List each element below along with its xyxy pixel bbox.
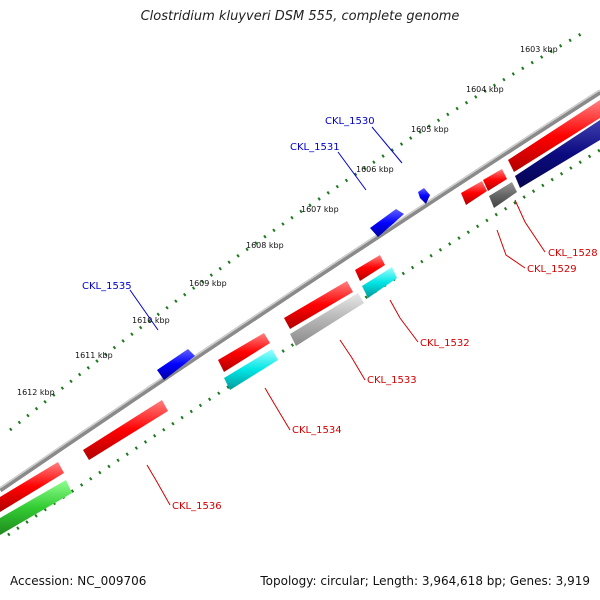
accession-text: Accession: NC_009706 xyxy=(10,574,147,588)
tick-label: 1612 kbp xyxy=(17,388,55,397)
gene-ckl-1531[interactable] xyxy=(370,209,404,237)
gene-label-ckl-1528: CKL_1528 xyxy=(548,248,598,259)
gene-ckl-1530[interactable] xyxy=(418,188,430,204)
gene-label-ckl-1535: CKL_1535 xyxy=(82,281,132,292)
feature-green[interactable] xyxy=(0,480,72,535)
gene-label-ckl-1529: CKL_1529 xyxy=(527,264,577,275)
gene-ckl-1534[interactable] xyxy=(218,333,270,372)
tick-label: 1608 kbp xyxy=(246,241,284,250)
feature-darkgray-1529[interactable] xyxy=(489,182,517,208)
tick-label: 1603 kbp xyxy=(520,45,558,54)
tick-label: 1607 kbp xyxy=(301,205,339,214)
gene-label-ckl-1532: CKL_1532 xyxy=(420,338,470,349)
tick-label: 1606 kbp xyxy=(356,165,394,174)
gene-red-left[interactable] xyxy=(0,462,64,512)
gene-ckl-1532-red[interactable] xyxy=(355,255,385,281)
tick-label: 1605 kbp xyxy=(411,125,449,134)
gene-label-ckl-1530: CKL_1530 xyxy=(325,116,375,127)
gene-label-ckl-1536: CKL_1536 xyxy=(172,501,222,512)
tick-label: 1604 kbp xyxy=(466,85,504,94)
feature-navy-1528[interactable] xyxy=(515,120,600,188)
gene-ckl-1528-red[interactable] xyxy=(508,100,600,172)
gene-label-ckl-1531: CKL_1531 xyxy=(290,142,340,153)
reverse-features-lane2 xyxy=(0,120,600,535)
forward-features xyxy=(157,188,430,380)
reverse-features-lane1 xyxy=(0,100,600,512)
feature-gray-1533[interactable] xyxy=(290,293,364,346)
feature-cyan-1534[interactable] xyxy=(224,349,278,390)
gene-labels: CKL_1528 CKL_1529 CKL_1530 CKL_1531 CKL_… xyxy=(82,116,598,512)
page-title: Clostridium kluyveri DSM 555, complete g… xyxy=(140,9,460,24)
tick-label: 1609 kbp xyxy=(189,279,227,288)
gene-label-ckl-1533: CKL_1533 xyxy=(367,375,417,386)
gene-ckl-1533-red[interactable] xyxy=(284,281,353,329)
tick-label: 1611 kbp xyxy=(75,351,113,360)
genome-backbone xyxy=(0,89,600,493)
gene-ckl-1535[interactable] xyxy=(157,349,195,380)
gene-ckl-1529-red[interactable] xyxy=(461,169,507,205)
label-leaders xyxy=(129,126,546,506)
gene-label-ckl-1534: CKL_1534 xyxy=(292,425,342,436)
feature-cyan-1532[interactable] xyxy=(362,267,397,298)
gene-ckl-1536[interactable] xyxy=(83,400,168,460)
genome-summary-text: Topology: circular; Length: 3,964,618 bp… xyxy=(260,574,590,588)
